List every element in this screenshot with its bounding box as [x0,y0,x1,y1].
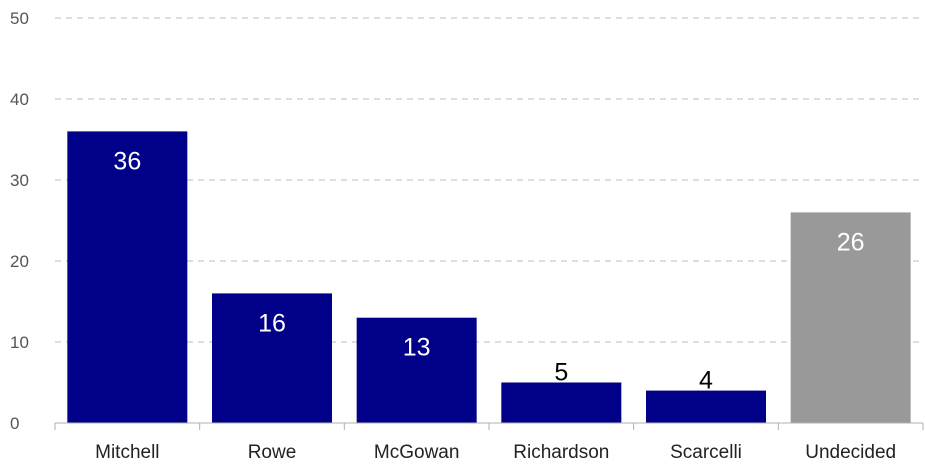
y-tick-label: 10 [10,333,29,352]
y-axis-tick-labels: 0 10 20 30 40 50 [10,9,29,433]
data-label-rowe: 16 [258,309,286,337]
y-tick-label: 30 [10,171,29,190]
data-label-mcgowan: 13 [403,334,431,362]
bars [67,131,911,423]
bar-mcgowan [356,317,477,423]
x-tick-label-rowe: Rowe [248,442,297,463]
bar-mitchell [67,131,188,423]
y-tick-label: 40 [10,90,29,109]
x-tick-label-mitchell: Mitchell [95,442,159,463]
y-tick-label: 20 [10,252,29,271]
data-label-scarcelli: 4 [699,367,713,395]
x-tick-label-mcgowan: McGowan [374,442,460,463]
data-labels: 36 16 13 5 4 26 [113,147,864,394]
bar-undecided [790,212,911,423]
x-axis-tick-labels: Mitchell Rowe McGowan Richardson Scarcelli Un… [95,442,896,463]
data-label-undecided: 26 [837,228,865,256]
data-label-richardson: 5 [554,359,568,387]
x-tick-label-scarcelli: Scarcelli [670,442,742,463]
bar-scarcelli [646,390,766,423]
y-tick-label: 50 [10,9,29,28]
x-tick-label-richardson: Richardson [513,442,609,463]
bar-richardson [501,382,622,423]
data-label-mitchell: 36 [113,147,141,175]
bar-rowe [212,293,332,423]
x-axis [54,422,924,430]
gridlines [55,17,923,343]
x-tick-label-undecided: Undecided [805,442,896,463]
y-tick-label: 0 [10,414,19,433]
